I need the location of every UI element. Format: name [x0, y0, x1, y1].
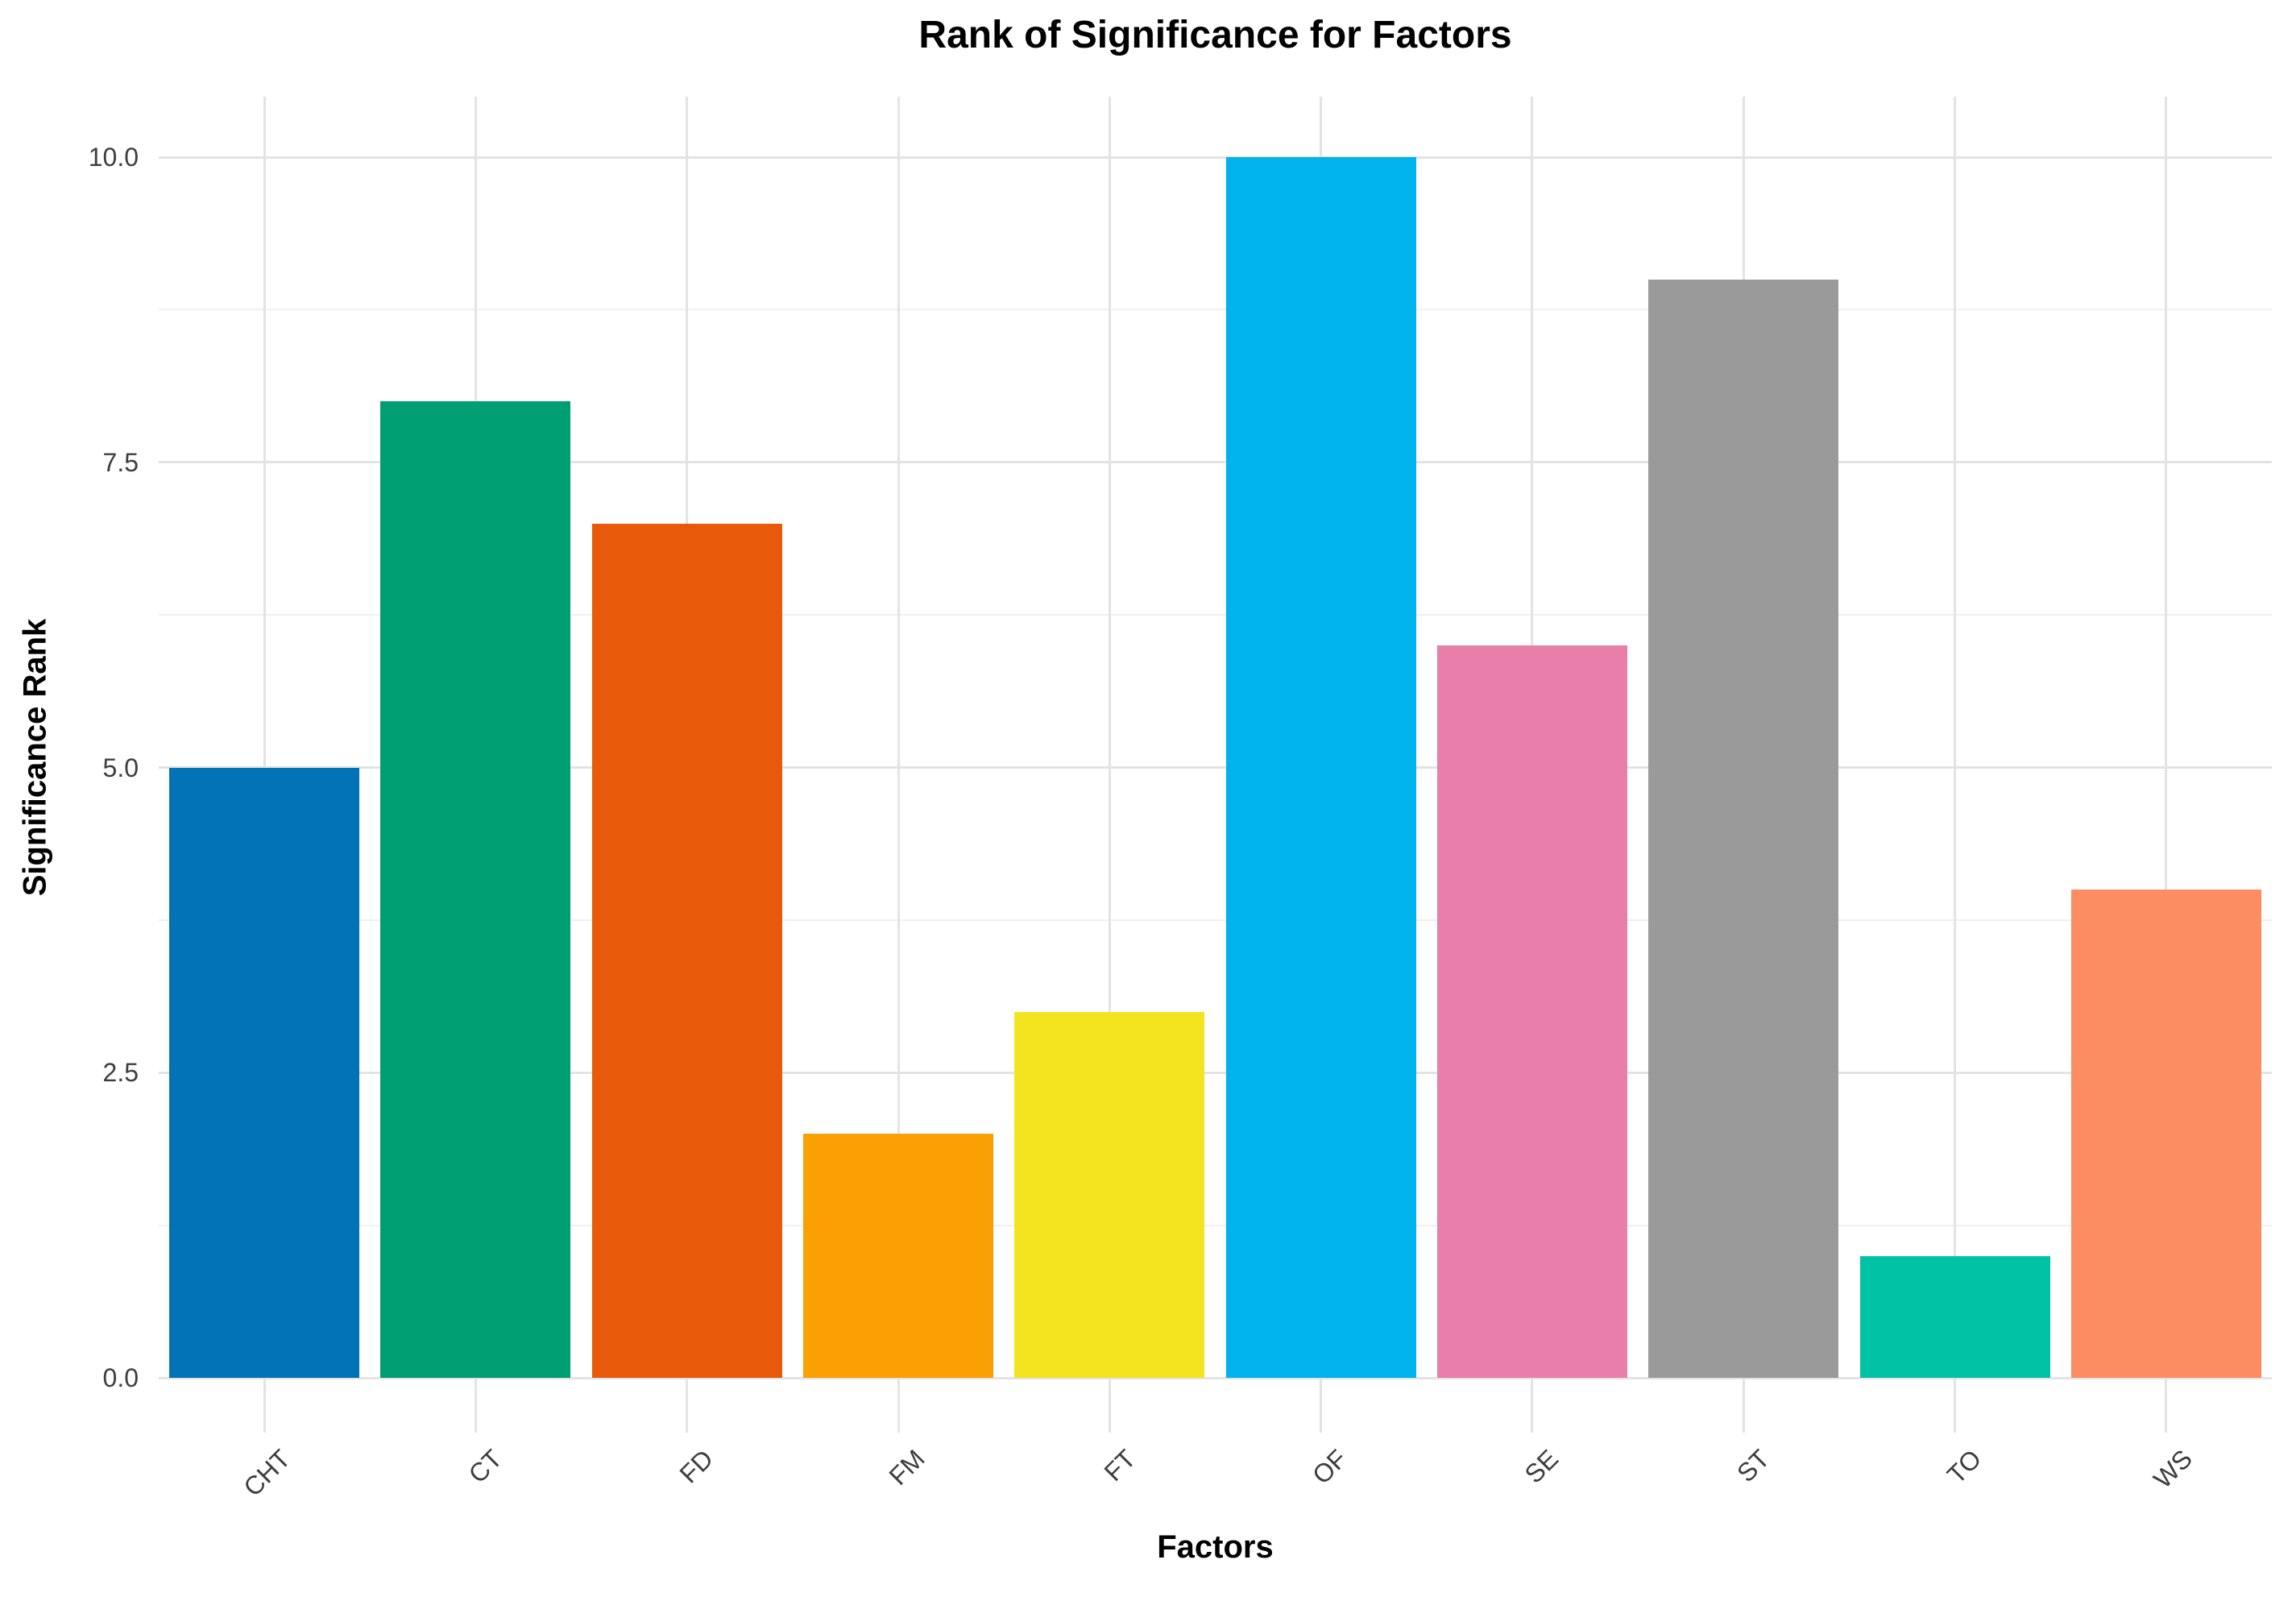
x-tick-FT [1108, 1378, 1111, 1433]
gridline-y-major [159, 766, 2272, 769]
bar-WS [2070, 890, 2261, 1378]
bar-FM [803, 1134, 994, 1378]
bar-SE [1436, 645, 1627, 1378]
gridline-y-minor [159, 919, 2272, 921]
x-tick-label-WS: WS [2148, 1444, 2199, 1494]
y-tick-label-7.5: 7.5 [102, 447, 139, 477]
gridline-x-WS [2165, 97, 2168, 1378]
x-tick-TO [1954, 1378, 1957, 1433]
x-tick-SE [1531, 1378, 1534, 1433]
gridline-y-major [159, 461, 2272, 464]
y-tick-label-2.5: 2.5 [102, 1058, 139, 1088]
gridline-y-major [159, 156, 2272, 159]
x-tick-label-TO: TO [1941, 1444, 1987, 1490]
y-tick-label-5.0: 5.0 [102, 753, 139, 782]
gridline-y-minor [159, 309, 2272, 311]
gridline-x-CHT [263, 97, 266, 1378]
y-tick-label-0.0: 0.0 [102, 1363, 139, 1392]
x-tick-CT [474, 1378, 477, 1433]
gridline-y-major [159, 1071, 2272, 1074]
plot-panel [159, 97, 2272, 1379]
bar-FD [591, 523, 782, 1378]
y-tick-label-10.0: 10.0 [88, 143, 139, 172]
bar-CHT [169, 767, 360, 1378]
bar-CT [380, 401, 571, 1378]
x-tick-label-CHT: CHT [238, 1444, 296, 1502]
gridline-y-minor [159, 1224, 2272, 1226]
x-tick-label-FD: FD [673, 1444, 719, 1489]
x-tick-label-SE: SE [1519, 1444, 1565, 1489]
chart-title: Rank of Significance for Factors [918, 14, 1512, 56]
x-tick-FM [897, 1378, 900, 1433]
gridline-x-FT [1108, 97, 1111, 1378]
gridline-y-minor [159, 614, 2272, 616]
gridline-y-major [159, 1376, 2272, 1379]
x-axis-title: Factors [1157, 1529, 1274, 1565]
x-tick-label-FM: FM [883, 1444, 930, 1491]
x-tick-label-CT: CT [462, 1444, 508, 1489]
gridline-x-TO [1954, 97, 1957, 1378]
bar-TO [1859, 1255, 2050, 1378]
x-tick-ST [1742, 1378, 1745, 1433]
x-tick-label-ST: ST [1731, 1444, 1776, 1488]
x-tick-CHT [263, 1378, 266, 1433]
x-tick-label-FT: FT [1098, 1444, 1142, 1487]
x-tick-label-OF: OF [1307, 1444, 1353, 1490]
x-tick-WS [2165, 1378, 2168, 1433]
bar-FT [1014, 1011, 1205, 1378]
bar-OF [1225, 157, 1416, 1378]
x-tick-FD [686, 1378, 689, 1433]
bar-ST [1648, 279, 1839, 1378]
x-tick-OF [1320, 1378, 1323, 1433]
gridline-x-FM [897, 97, 900, 1378]
